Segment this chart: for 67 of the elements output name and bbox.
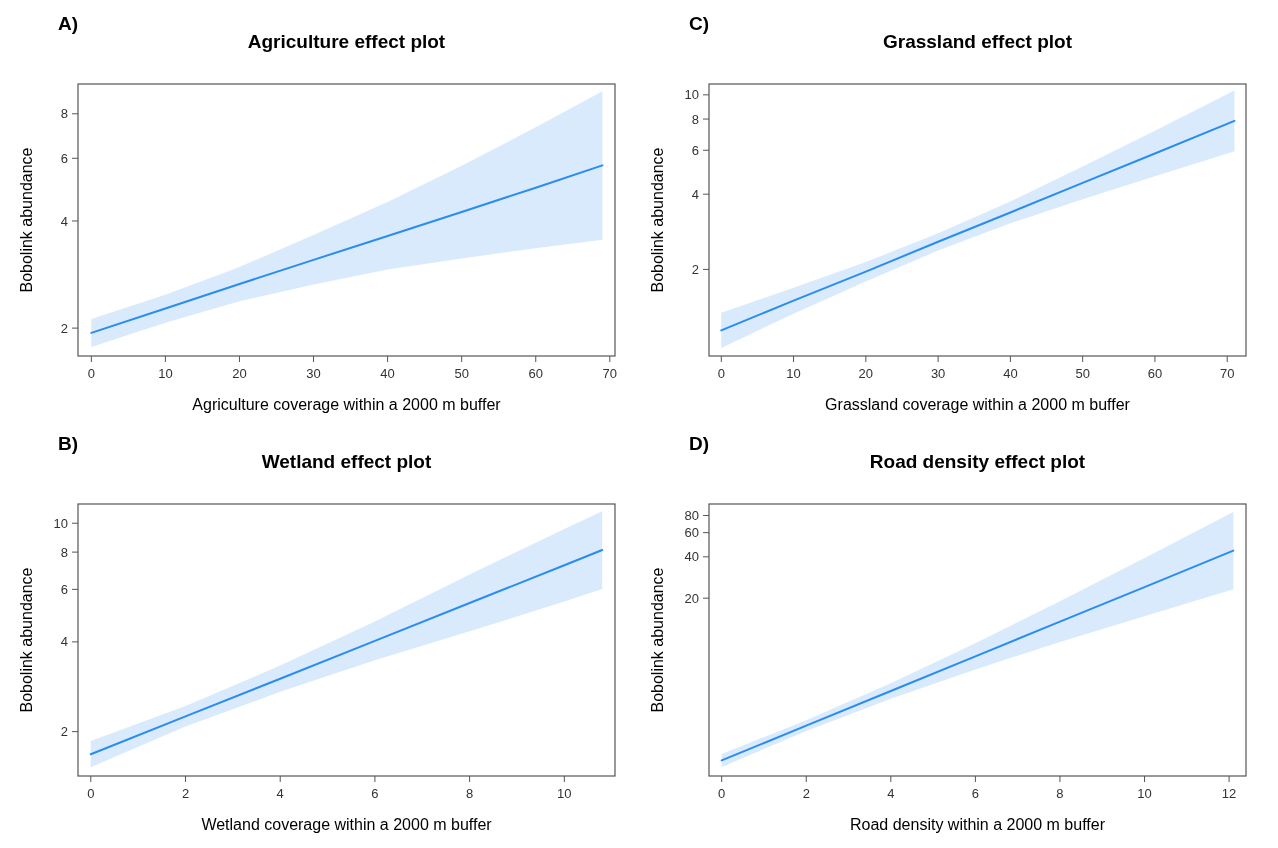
y-tick-label: 80	[684, 508, 699, 524]
y-tick-label: 10	[53, 515, 68, 531]
x-tick-label: 60	[1147, 366, 1163, 381]
x-tick-label: 20	[232, 366, 247, 381]
x-tick-label: 8	[1056, 786, 1064, 801]
y-tick-label: 20	[684, 590, 699, 606]
x-axis-title: Agriculture coverage within a 2000 m buffer	[192, 396, 502, 413]
x-tick-label: 8	[466, 786, 474, 801]
x-tick-label: 0	[87, 366, 95, 381]
x-tick-label: 10	[1137, 786, 1152, 801]
x-tick-label: 2	[802, 786, 810, 801]
y-tick-label: 8	[691, 111, 699, 127]
y-tick-label: 6	[60, 150, 68, 166]
x-tick-label: 0	[718, 786, 726, 801]
line-series	[720, 549, 1235, 762]
x-tick-label: 20	[858, 366, 874, 381]
y-tick-label: 4	[60, 634, 68, 650]
x-tick-label: 0	[87, 786, 95, 801]
y-axis-title: Bobolink abundance	[649, 147, 666, 293]
y-tick-label: 2	[691, 261, 699, 277]
x-tick-label: 70	[602, 366, 618, 381]
y-tick-label: 8	[60, 544, 68, 560]
text: B)	[58, 433, 79, 454]
x-tick-label: 6	[371, 786, 379, 801]
x-axis-title: Road density within a 2000 m buffer	[850, 816, 1106, 833]
x-tick-label: 4	[276, 786, 284, 801]
x-tick-label: 10	[557, 786, 572, 801]
y-tick-label: 8	[60, 106, 68, 122]
line-series	[720, 119, 1236, 332]
y-tick-label: 4	[691, 186, 699, 202]
y-tick-label: 6	[60, 581, 68, 597]
line-series	[89, 549, 604, 756]
y-tick-label: 60	[684, 525, 699, 541]
y-tick-label: 2	[60, 320, 68, 336]
x-tick-label: 30	[930, 366, 946, 381]
y-axis-title: Bobolink abundance	[18, 147, 35, 293]
x-tick-label: 40	[380, 366, 395, 381]
y-tick-label: 10	[684, 87, 699, 103]
text: D)	[689, 433, 710, 454]
x-tick-label: 50	[454, 366, 469, 381]
chart-title: Agriculture effect plot	[247, 31, 446, 52]
line-series	[90, 164, 604, 334]
x-tick-label: 10	[158, 366, 173, 381]
chart-title: Road density effect plot	[869, 451, 1086, 472]
x-tick-label: 12	[1221, 786, 1237, 801]
x-tick-label: 6	[971, 786, 979, 801]
y-tick-label: 4	[60, 213, 68, 229]
x-tick-label: 70	[1219, 366, 1235, 381]
x-tick-label: 30	[306, 366, 321, 381]
x-tick-label: 0	[717, 366, 725, 381]
x-tick-label: 50	[1075, 366, 1090, 381]
y-axis-title: Bobolink abundance	[18, 567, 35, 713]
y-axis-title: Bobolink abundance	[649, 567, 666, 713]
chart-title: Wetland effect plot	[261, 451, 432, 472]
x-axis-title: Grassland coverage within a 2000 m buffer	[825, 396, 1131, 413]
text: A)	[58, 13, 79, 34]
y-tick-label: 40	[684, 549, 699, 565]
x-tick-label: 4	[887, 786, 895, 801]
text: C)	[689, 13, 710, 34]
x-axis-title: Wetland coverage within a 2000 m buffer	[201, 816, 493, 833]
y-tick-label: 2	[60, 724, 68, 740]
x-tick-label: 10	[786, 366, 801, 381]
x-tick-label: 60	[528, 366, 543, 381]
x-tick-label: 2	[181, 786, 190, 801]
x-tick-label: 40	[1003, 366, 1018, 381]
chart-title: Grassland effect plot	[883, 31, 1073, 52]
y-tick-label: 6	[691, 142, 699, 158]
